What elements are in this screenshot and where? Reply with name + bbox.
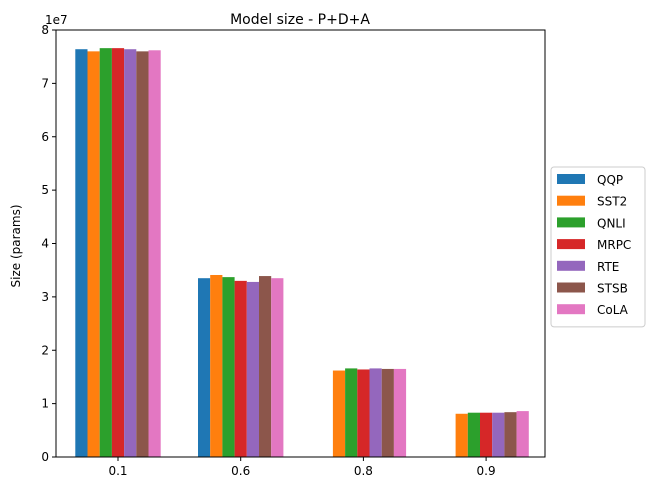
- legend: QQP SST2 QNLI MRPC RTE STSB CoLA: [550, 166, 646, 328]
- bar: [516, 411, 529, 457]
- bar: [480, 412, 493, 457]
- bar: [75, 49, 88, 458]
- bar: [148, 50, 161, 457]
- bar: [111, 48, 125, 458]
- y-tick-label: 3: [41, 290, 49, 304]
- bar: [99, 48, 112, 458]
- bar: [136, 51, 149, 457]
- bar: [271, 278, 284, 457]
- legend-label: SST2: [597, 195, 627, 209]
- bar: [467, 412, 480, 457]
- chart-title: Model size - P+D+A: [230, 12, 370, 28]
- legend-swatch: [557, 260, 585, 271]
- y-axis: 0 1 2 3 4 5 6 7 8: [41, 23, 56, 464]
- legend-label: QNLI: [597, 216, 626, 230]
- y-tick-label: 7: [41, 76, 49, 90]
- bar: [259, 276, 272, 457]
- bar: [492, 412, 505, 457]
- y-tick-label: 5: [41, 183, 49, 197]
- legend-label: QQP: [597, 173, 623, 187]
- y-axis-label: Size (params): [9, 204, 23, 287]
- bar: [124, 49, 137, 458]
- y-tick-label: 1: [41, 397, 49, 411]
- legend-swatch: [557, 174, 585, 184]
- bar: [198, 278, 211, 457]
- bar: [504, 412, 517, 457]
- bar: [455, 413, 468, 457]
- bar: [393, 368, 407, 457]
- bar: [381, 368, 394, 457]
- y-tick-label: 4: [41, 237, 49, 251]
- bar: [357, 369, 370, 457]
- y-tick-label: 8: [41, 23, 49, 37]
- bar: [234, 280, 247, 457]
- y-tick-label: 0: [41, 450, 49, 464]
- y-tick-label: 2: [41, 343, 49, 357]
- y-offset-label: 1e7: [45, 13, 68, 27]
- legend-swatch: [557, 282, 585, 293]
- legend-swatch: [557, 239, 585, 250]
- legend-label: CoLA: [597, 303, 629, 317]
- bar: [87, 51, 100, 457]
- x-tick-label: 0.6: [231, 464, 250, 478]
- legend-swatch: [557, 217, 585, 228]
- bar: [222, 277, 235, 457]
- x-tick-label: 0.8: [354, 464, 373, 478]
- bar: [369, 368, 382, 457]
- x-tick-label: 0.1: [108, 464, 127, 478]
- x-axis: 0.1 0.6 0.8 0.9: [108, 457, 496, 478]
- bar: [210, 274, 223, 457]
- legend-label: STSB: [597, 282, 628, 296]
- plot-frame: [55, 29, 546, 458]
- bars-group: [75, 48, 529, 458]
- x-tick-label: 0.9: [477, 464, 496, 478]
- legend-label: RTE: [597, 260, 619, 274]
- bar: [246, 281, 259, 457]
- legend-label: MRPC: [597, 238, 631, 252]
- bar: [332, 370, 346, 457]
- legend-swatch: [557, 304, 585, 315]
- legend-swatch: [557, 195, 585, 206]
- y-tick-label: 6: [41, 130, 49, 144]
- bar: [345, 368, 358, 457]
